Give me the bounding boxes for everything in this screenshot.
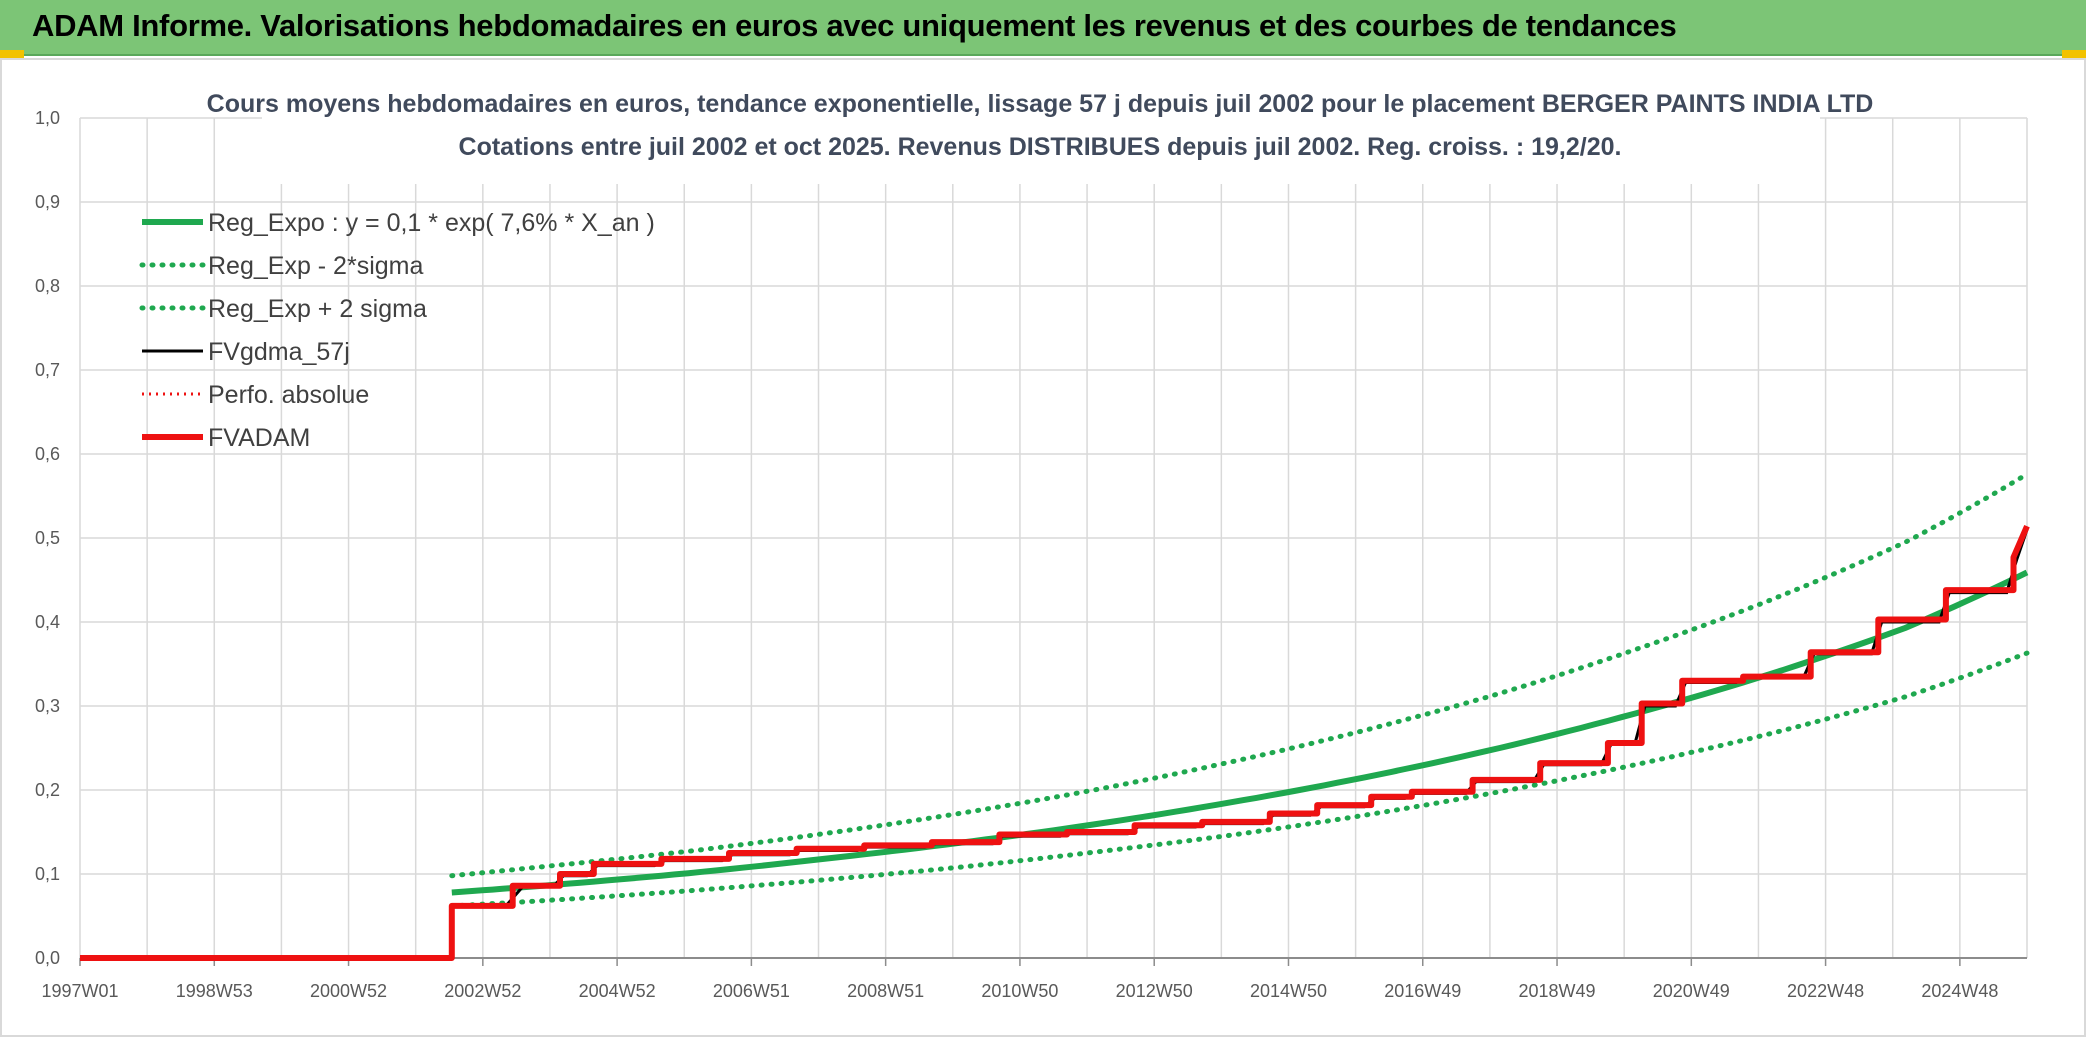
- x-tick-label: 2004W52: [579, 981, 656, 1001]
- legend-label-4: Perfo. absolue: [208, 381, 369, 409]
- x-tick-label: 2002W52: [444, 981, 521, 1001]
- series-line-5: [80, 525, 2030, 961]
- report-title: ADAM Informe. Valorisations hebdomadaire…: [32, 8, 1677, 43]
- chart-frame: [0, 58, 2086, 1037]
- chart-series-layer: [80, 471, 2030, 961]
- chart-axes: 0,0 0,1 0,2 0,3 0,4 0,5 0,6 0,7 0,8 0,9 1,0 1997W01…: [35, 108, 2027, 1001]
- legend-label-0: Reg_Expo : y = 0,1 * exp( 7,6% * X_an ): [208, 209, 655, 237]
- y-tick-label: 0,3: [35, 696, 60, 716]
- x-tick-label: 2000W52: [310, 981, 387, 1001]
- legend-label-1: Reg_Exp - 2*sigma: [208, 252, 423, 280]
- chart-grid: [79, 117, 2028, 959]
- legend-label-2: Reg_Exp + 2 sigma: [208, 295, 427, 323]
- x-tick-label: 2008W51: [847, 981, 924, 1001]
- x-tick-label: 1997W01: [41, 981, 118, 1001]
- chart-legend: Reg_Expo : y = 0,1 * exp( 7,6% * X_an ) R…: [139, 209, 655, 452]
- y-tick-label: 0,1: [35, 864, 60, 884]
- x-tick-label: 1998W53: [176, 981, 253, 1001]
- report-banner: ADAM Informe. Valorisations hebdomadaire…: [0, 0, 2086, 56]
- chart-subtitle: Cotations entre juil 2002 et oct 2025. R…: [459, 133, 1622, 161]
- corner-marker-left: [0, 50, 24, 58]
- y-tick-label: 0,7: [35, 360, 60, 380]
- x-tick-label: 2024W48: [1921, 981, 1998, 1001]
- chart-title: Cours moyens hebdomadaires en euros, ten…: [207, 90, 1874, 118]
- y-tick-label: 0,0: [35, 948, 60, 968]
- y-tick-label: 0,8: [35, 276, 60, 296]
- x-tick-label: 2022W48: [1787, 981, 1864, 1001]
- y-tick-label: 0,4: [35, 612, 60, 632]
- x-tick-label: 2010W50: [981, 981, 1058, 1001]
- series-line-3: [80, 529, 2029, 960]
- chart-title-background: [262, 96, 1820, 184]
- y-tick-label: 0,2: [35, 780, 60, 800]
- x-tick-label: 2014W50: [1250, 981, 1327, 1001]
- y-tick-label: 0,6: [35, 444, 60, 464]
- corner-marker-right: [2062, 50, 2086, 58]
- y-tick-label: 0,5: [35, 528, 60, 548]
- series-line-2: [449, 471, 2030, 879]
- legend-label-5: FVADAM: [208, 424, 310, 452]
- series-line-4: [80, 525, 2029, 960]
- legend-label-3: FVgdma_57j: [208, 338, 350, 366]
- y-tick-label: 0,9: [35, 192, 60, 212]
- x-tick-label: 2018W49: [1519, 981, 1596, 1001]
- x-tick-label: 2016W49: [1384, 981, 1461, 1001]
- x-tick-label: 2006W51: [713, 981, 790, 1001]
- y-tick-label: 1,0: [35, 108, 60, 128]
- x-tick-label: 2020W49: [1653, 981, 1730, 1001]
- series-line-1: [449, 650, 2030, 909]
- x-tick-label: 2012W50: [1116, 981, 1193, 1001]
- series-line-0: [451, 569, 2029, 896]
